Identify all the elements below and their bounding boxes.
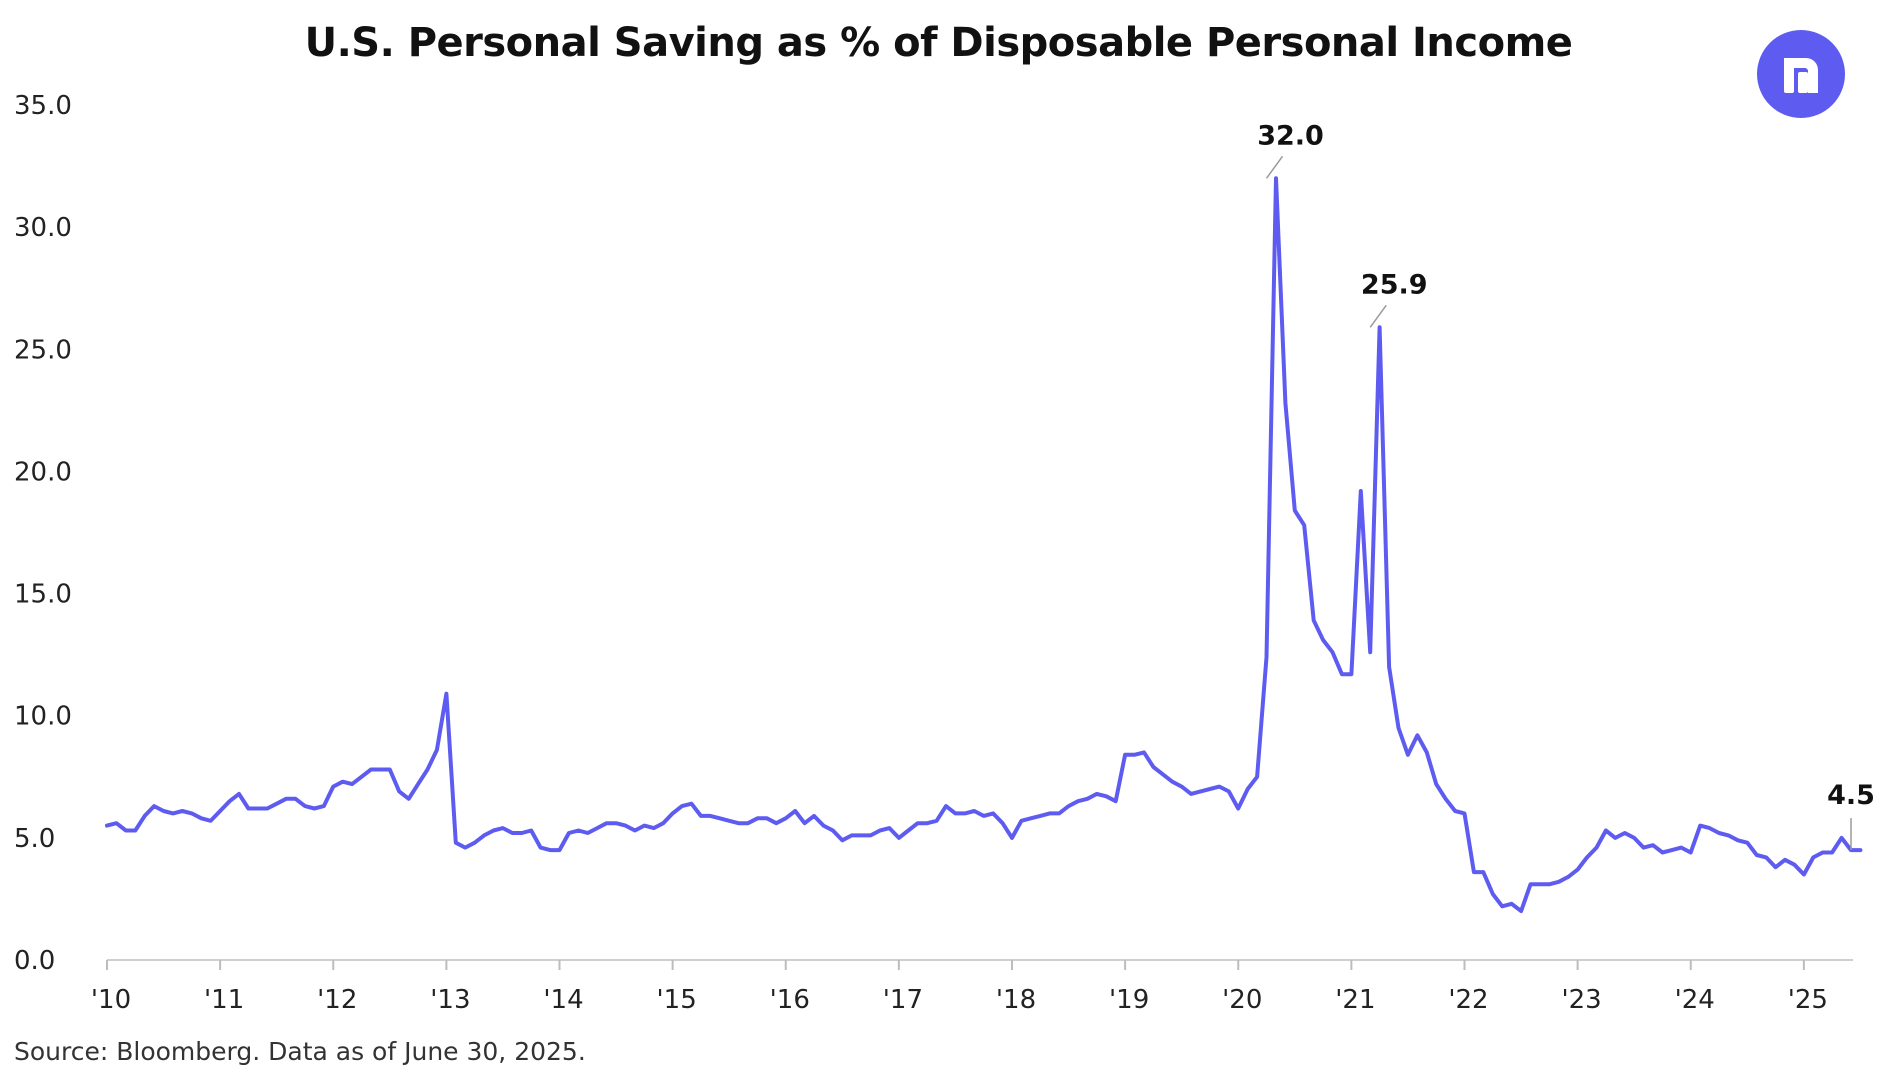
y-tick-label: 30.0 [14, 213, 72, 243]
x-tick-label: '21 [1335, 985, 1375, 1015]
annotations-group: 32.0 25.9 4.5 [1257, 120, 1875, 851]
y-tick-label: 5.0 [14, 824, 55, 854]
x-axis-ticks: '10 '11 '12 '13 '14 '15 '16 '17 '18 '19 '20 '21 '22 '… [91, 960, 1828, 1015]
x-tick-label: '18 [996, 985, 1036, 1015]
y-tick-label: 0.0 [14, 946, 55, 976]
x-tick-label: '22 [1448, 985, 1488, 1015]
x-tick-label: '19 [1109, 985, 1149, 1015]
y-tick-label: 10.0 [14, 702, 72, 732]
y-tick-label: 25.0 [14, 335, 72, 365]
y-tick-label: 15.0 [14, 580, 72, 610]
y-tick-label: 20.0 [14, 457, 72, 487]
x-tick-label: '15 [657, 985, 697, 1015]
annotation-label: 25.9 [1361, 269, 1428, 300]
annotation-leader [1369, 304, 1387, 328]
x-tick-label: '17 [883, 985, 923, 1015]
x-tick-label: '20 [1222, 985, 1262, 1015]
x-tick-label: '11 [204, 985, 244, 1015]
x-tick-label: '10 [91, 985, 131, 1015]
x-tick-label: '24 [1675, 985, 1715, 1015]
x-tick-label: '25 [1788, 985, 1828, 1015]
series-group [105, 176, 1863, 914]
robinhood-r-icon [1784, 58, 1818, 93]
y-tick-label: 35.0 [14, 91, 72, 121]
annotation-label: 4.5 [1827, 780, 1875, 811]
annotation-label: 32.0 [1257, 120, 1324, 151]
robinhood-logo [1757, 30, 1845, 118]
annotation-leader [1265, 155, 1284, 179]
x-tick-label: '13 [430, 985, 470, 1015]
x-tick-label: '23 [1561, 985, 1601, 1015]
x-tick-label: '16 [770, 985, 810, 1015]
chart-title: U.S. Personal Saving as % of Disposable … [304, 20, 1573, 66]
series-line [105, 176, 1863, 914]
x-tick-label: '12 [317, 985, 357, 1015]
y-axis-ticks: 0.0 5.0 10.0 15.0 20.0 25.0 30.0 35.0 [14, 91, 72, 976]
x-tick-label: '14 [543, 985, 583, 1015]
source-note: Source: Bloomberg. Data as of June 30, 2… [14, 1037, 586, 1066]
